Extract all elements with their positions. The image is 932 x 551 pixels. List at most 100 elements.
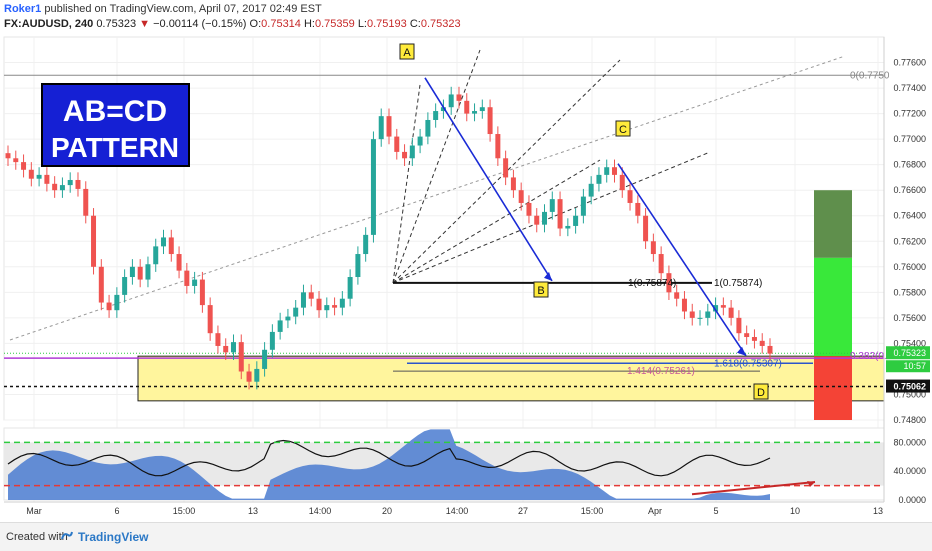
- price-tick-label: 0.77600: [893, 58, 926, 68]
- candle-body: [98, 266, 104, 303]
- pattern-title-line2: PATTERN: [51, 132, 179, 163]
- candle-body: [308, 292, 314, 299]
- candle-body: [417, 136, 423, 146]
- candle-body: [409, 145, 415, 159]
- candle-body: [643, 215, 649, 242]
- pattern-title-line1: AB=CD: [63, 95, 167, 128]
- candle-body: [542, 211, 548, 225]
- pattern-title-box: [41, 83, 190, 167]
- candle-body: [59, 185, 65, 191]
- candle-body: [619, 174, 625, 191]
- candle-body: [355, 254, 361, 278]
- publish-info: Roker1 published on TradingView.com, Apr…: [4, 3, 322, 15]
- fib-382-label: 0.382(0.: [850, 351, 887, 362]
- candle-body: [534, 215, 540, 225]
- price-tick-label: 0.76600: [893, 185, 926, 195]
- candle-body: [215, 333, 221, 346]
- ohlc-o-value: 0.75314: [261, 18, 301, 30]
- fib-1618-label: 1.618(0.75307): [714, 358, 782, 369]
- candle-body: [402, 151, 408, 159]
- candle-body: [378, 116, 384, 140]
- candle-body: [713, 305, 719, 312]
- candle-body: [767, 345, 773, 354]
- price-tick-label: 0.77200: [893, 109, 926, 119]
- candle-body: [67, 179, 73, 186]
- time-tick-label: 15:00: [581, 506, 604, 516]
- time-tick-label: 27: [518, 506, 528, 516]
- candle-body: [596, 174, 602, 184]
- candle-body: [658, 254, 664, 274]
- point-d-label: D: [757, 387, 765, 399]
- candle-body: [339, 298, 345, 308]
- candle-body: [230, 342, 236, 353]
- candle-body: [168, 237, 174, 255]
- candle-body: [495, 134, 501, 159]
- ohlc-h-label: H:: [303, 18, 315, 30]
- point-a-label: A: [403, 47, 411, 59]
- tradingview-logo-icon: [61, 531, 73, 540]
- point-a-box: [399, 43, 415, 60]
- candle-body: [736, 317, 742, 334]
- tradingview-brand[interactable]: TradingView: [78, 530, 149, 544]
- time-tick-label: 14:00: [309, 506, 332, 516]
- candle-body: [114, 294, 120, 311]
- stop-box: [814, 356, 852, 420]
- rsi-line: [7, 439, 771, 477]
- abcd-drawing: A B C D: [399, 43, 769, 400]
- candle-body: [681, 298, 687, 312]
- rsi-tick-label: 80.0000: [893, 437, 926, 447]
- time-tick-label: 6: [114, 506, 119, 516]
- candle-body: [518, 190, 524, 203]
- candle-body: [161, 237, 167, 247]
- time-tick-label: 13: [248, 506, 258, 516]
- candle-body: [503, 158, 509, 178]
- axes: 0.77600 0.77400 0.77200 0.77000 0.76800 0.766…: [4, 37, 932, 516]
- candle-body: [91, 215, 97, 267]
- price-tick-label: 0.76800: [893, 160, 926, 170]
- price-chart[interactable]: A B C D 0.77600 0.77400 0.77200 0.77000 0.76800…: [0, 0, 932, 522]
- candle-body: [456, 94, 462, 101]
- candle-body: [207, 305, 213, 334]
- candle-body: [129, 266, 135, 278]
- cd-arrowhead-icon: [737, 346, 746, 356]
- rsi-divergence-arrowhead-icon: [807, 481, 815, 487]
- target-box-upper: [814, 190, 852, 258]
- price-tick-label: 0.77400: [893, 83, 926, 93]
- fib-b-left-label: 1(0.75874): [628, 278, 676, 289]
- point-b-box: [533, 281, 549, 298]
- symbol-info: FX:AUDUSD, 240 0.75323 ▼ −0.00114 (−0.15…: [4, 18, 461, 30]
- trend-dashed-line: [9, 55, 846, 341]
- point-c-label: C: [619, 124, 627, 136]
- time-tick-label: Mar: [26, 506, 42, 516]
- candle-body: [13, 158, 19, 163]
- price-tick-label: 0.74800: [893, 415, 926, 425]
- price-tick-label: 0.76000: [893, 262, 926, 272]
- candle-body: [580, 196, 586, 216]
- candle-body: [627, 190, 633, 203]
- ohlc-h-value: 0.75359: [314, 18, 355, 30]
- fib-b-right-label: 1(0.75874): [714, 278, 762, 289]
- fib-fan-lines: [4, 49, 884, 388]
- fib-fan-line: [392, 151, 711, 284]
- author-link[interactable]: Roker1: [4, 3, 42, 15]
- candle-body: [122, 277, 128, 295]
- price-tick-label: 0.75000: [893, 389, 926, 399]
- price-tick-label: 0.75600: [893, 313, 926, 323]
- point-c-box: [615, 120, 631, 137]
- candle-body: [728, 307, 734, 318]
- down-arrow-icon: ▼: [139, 18, 151, 30]
- fib-1414-label: 1.414(0.75261): [627, 366, 695, 377]
- fib-zero-label: 0(0.7750: [850, 70, 890, 81]
- candle-body: [293, 307, 299, 317]
- dotted-level-value: 0.75062: [893, 382, 926, 392]
- candle-body: [720, 305, 726, 308]
- candle-body: [36, 174, 42, 179]
- point-d-box: [753, 383, 769, 400]
- ohlc-l-label: L:: [357, 18, 367, 30]
- candle-body: [650, 241, 656, 255]
- candle-body: [588, 183, 594, 197]
- candles: [5, 86, 773, 390]
- time-tick-label: 15:00: [173, 506, 196, 516]
- candle-body: [433, 111, 439, 120]
- fib-fan-line: [392, 84, 421, 283]
